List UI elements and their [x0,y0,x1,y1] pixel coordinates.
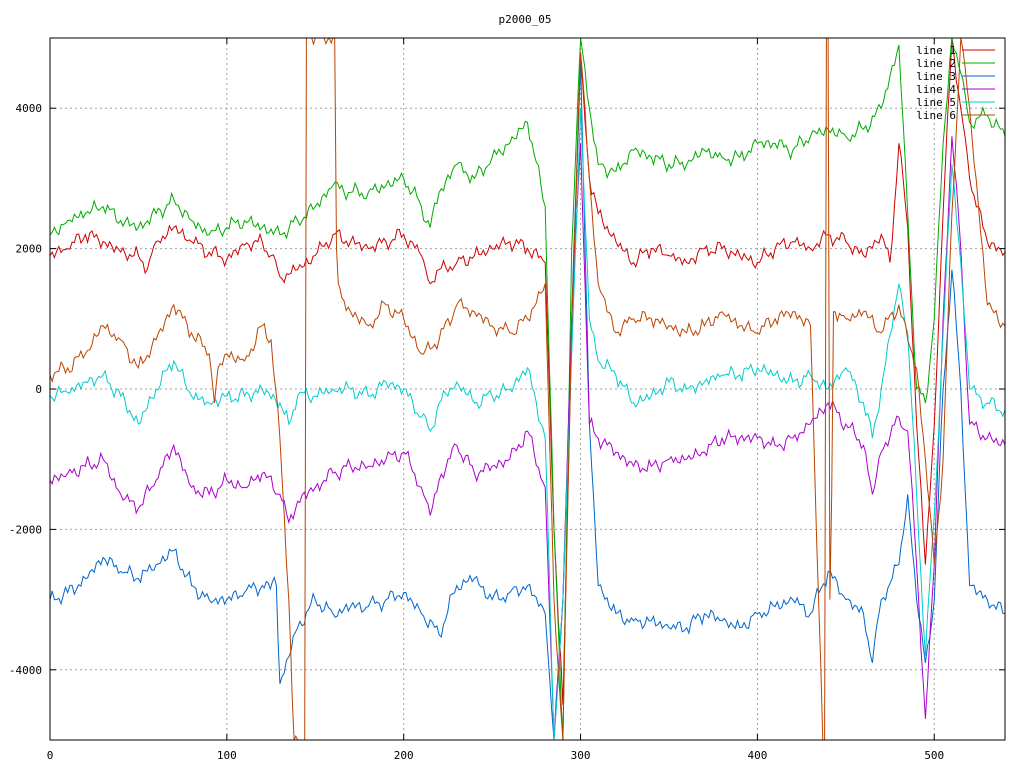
axis-ticks: 0 100 200 300 400 500 -4000 -2000 0 2000 4000 [9,38,1005,762]
x-tick-label: 400 [747,749,767,762]
grid [50,38,1005,740]
x-tick-label: 100 [217,749,237,762]
series-line-2 [50,38,1005,740]
y-tick-label: 2000 [16,243,43,256]
chart-title: p2000_05 [499,13,552,26]
series-line-5 [50,108,1005,740]
x-tick-label: 500 [924,749,944,762]
series-line-6 [50,38,1005,740]
x-tick-label: 0 [47,749,54,762]
y-tick-label: -4000 [9,664,42,677]
legend-label: line 5 [916,96,956,109]
series-layer [50,38,1005,740]
series-line-4 [50,136,1005,740]
legend-label: line 4 [916,83,956,96]
y-tick-label: 4000 [16,102,43,115]
legend-label: line 6 [916,109,956,122]
legend-label: line 2 [916,57,956,70]
legend-label: line 3 [916,70,956,83]
series-line-3 [50,59,1005,740]
series-line-1 [50,38,1005,705]
y-tick-label: 0 [35,383,42,396]
x-tick-label: 300 [571,749,591,762]
plot-frame [49,37,1006,741]
y-tick-label: -2000 [9,523,42,536]
x-tick-label: 200 [394,749,414,762]
legend-label: line 1 [916,44,956,57]
